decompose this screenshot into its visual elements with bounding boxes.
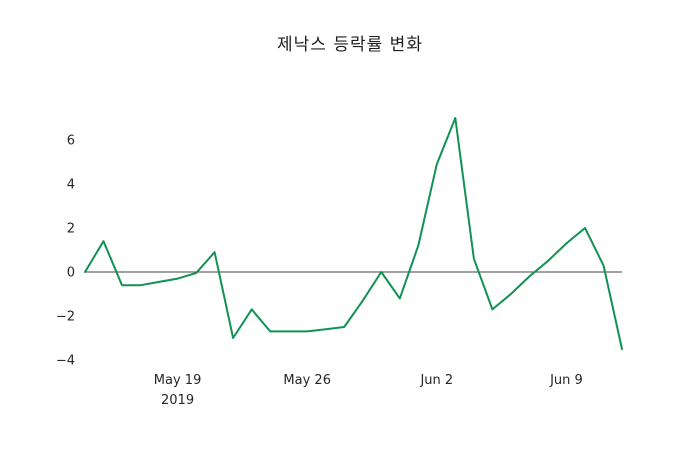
x-tick-label: May 26	[283, 373, 331, 388]
chart-title: 제낙스 등락률 변화	[277, 35, 423, 55]
x-tick-label: Jun 9	[549, 373, 583, 388]
x-tick-label: Jun 2	[419, 373, 453, 388]
x-tick-sublabel: 2019	[161, 393, 194, 408]
x-tick-label: May 19	[154, 373, 202, 388]
y-tick-label: 0	[67, 266, 75, 281]
series-line	[84, 117, 623, 350]
y-tick-label: 6	[67, 134, 75, 149]
y-tick-label: 4	[67, 178, 75, 193]
y-tick-label: −4	[56, 354, 75, 369]
y-tick-label: 2	[67, 222, 75, 237]
y-tick-label: −2	[56, 310, 75, 325]
